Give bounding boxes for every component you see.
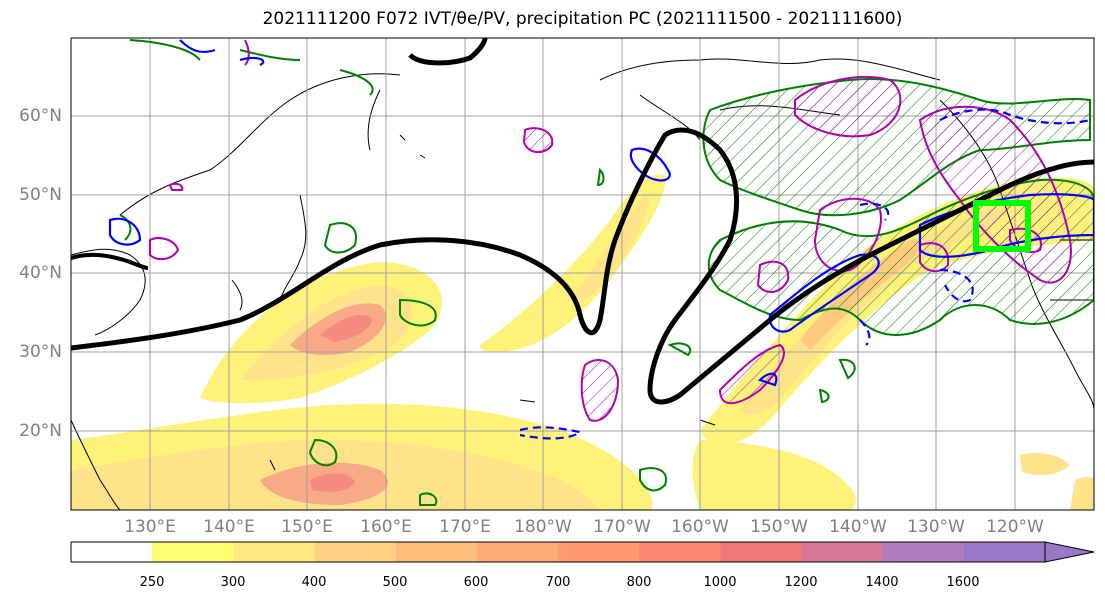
colorbar-label-1400: 1400 bbox=[865, 575, 899, 590]
colorbar-cell bbox=[963, 542, 1046, 562]
map-frame bbox=[70, 37, 1095, 511]
blue-contour-dashed-2 bbox=[939, 268, 974, 303]
colorbar-cell bbox=[395, 542, 478, 562]
green-contour-pacific-1 bbox=[323, 222, 357, 254]
colorbar-cell bbox=[801, 542, 884, 562]
colorbar-label-1000: 1000 bbox=[703, 575, 737, 590]
colorbar-label-500: 500 bbox=[382, 575, 408, 590]
theta-e-contour-north bbox=[408, 38, 488, 66]
lat-label-50n: 50°N bbox=[19, 185, 62, 205]
lon-label-130w: 130°W bbox=[907, 517, 965, 537]
blue-contour-asia bbox=[108, 217, 142, 246]
purple-contour-small bbox=[168, 182, 184, 191]
lon-label-150w: 150°W bbox=[750, 517, 808, 537]
lat-label-20n: 20°N bbox=[19, 421, 62, 441]
colorbar-label-1600: 1600 bbox=[946, 575, 980, 590]
lon-label-130e: 130°E bbox=[124, 517, 176, 537]
purple-contour-mid-2 bbox=[919, 242, 950, 273]
colorbar-cell bbox=[233, 542, 316, 562]
colorbar-extend-arrow bbox=[1044, 541, 1095, 563]
colorbar-cell bbox=[71, 542, 153, 562]
green-contour-small-4 bbox=[667, 342, 692, 357]
colorbar-label-400: 400 bbox=[301, 575, 327, 590]
theta-e-contour-main bbox=[71, 127, 1094, 405]
ivt-region-central-filament bbox=[479, 174, 666, 352]
theta-e-contour bbox=[71, 38, 1094, 405]
blue-contour-dashed-1 bbox=[859, 202, 890, 221]
green-contour-pacific-3 bbox=[308, 438, 338, 467]
lat-label-60n: 60°N bbox=[19, 106, 62, 126]
purple-contour-mid-1 bbox=[756, 260, 790, 293]
coastline-asia bbox=[71, 73, 401, 510]
lon-label-170w: 170°W bbox=[593, 517, 651, 537]
lon-label-160e: 160°E bbox=[360, 517, 412, 537]
green-contour-north bbox=[119, 39, 374, 241]
colorbar-cell bbox=[558, 542, 640, 562]
blue-contour-north bbox=[179, 39, 265, 66]
colorbar-cell bbox=[314, 542, 397, 562]
lon-label-140w: 140°W bbox=[829, 517, 887, 537]
theta-e-contour-west bbox=[71, 252, 149, 270]
green-contour-small-3 bbox=[838, 358, 856, 380]
figure-title: 2021111200 F072 IVT/θe/PV, precipitation… bbox=[262, 9, 903, 29]
colorbar-cell bbox=[476, 542, 559, 562]
lon-label-160w: 160°W bbox=[671, 517, 729, 537]
lat-label-40n: 40°N bbox=[19, 263, 62, 283]
colorbar-label-250: 250 bbox=[139, 575, 165, 590]
colorbar-cell bbox=[152, 542, 234, 562]
purple-contour-ar bbox=[813, 197, 882, 272]
blue-contour-ar bbox=[768, 253, 880, 333]
lon-label-150e: 150°E bbox=[281, 517, 333, 537]
purple-contour-north bbox=[244, 39, 250, 66]
lat-label-30n: 30°N bbox=[19, 342, 62, 362]
target-region-box bbox=[973, 200, 1031, 252]
colorbar-cell bbox=[639, 542, 721, 562]
lon-label-180w: 180°W bbox=[514, 517, 572, 537]
colorbar-cell bbox=[882, 542, 965, 562]
colorbar-label-600: 600 bbox=[463, 575, 489, 590]
blue-contour-lower-ar bbox=[757, 372, 778, 387]
green-contour-small-1 bbox=[596, 167, 605, 187]
lon-label-120w: 120°W bbox=[986, 517, 1044, 537]
colorbar-cell bbox=[720, 542, 803, 562]
colorbar-label-800: 800 bbox=[626, 575, 652, 590]
purple-contour-ne-pacific bbox=[522, 127, 554, 154]
colorbar bbox=[70, 541, 1095, 563]
colorbar-label-300: 300 bbox=[220, 575, 246, 590]
lon-label-140e: 140°E bbox=[203, 517, 255, 537]
green-contour-pacific-5 bbox=[639, 467, 667, 492]
blue-contour-dashed-3 bbox=[519, 426, 583, 440]
purple-contour-gulf-of-alaska bbox=[794, 75, 902, 138]
colorbar-label-1200: 1200 bbox=[784, 575, 818, 590]
green-contour-pacific-2 bbox=[399, 298, 437, 327]
colorbar-label-700: 700 bbox=[545, 575, 571, 590]
coastline-islands bbox=[269, 134, 716, 471]
green-contour-pacific-4 bbox=[419, 492, 438, 506]
blue-contour-dashed-4 bbox=[939, 108, 1091, 125]
lon-label-170e: 170°E bbox=[439, 517, 491, 537]
purple-contour-lower-ar bbox=[718, 343, 785, 405]
blue-contour-dashed-5 bbox=[859, 319, 871, 346]
purple-contour-subtropical bbox=[580, 359, 620, 422]
colorbar-frame bbox=[70, 541, 1046, 563]
blue-contour-bering bbox=[629, 147, 671, 182]
green-contour-small-2 bbox=[818, 388, 830, 404]
purple-contour-asia bbox=[149, 237, 180, 261]
